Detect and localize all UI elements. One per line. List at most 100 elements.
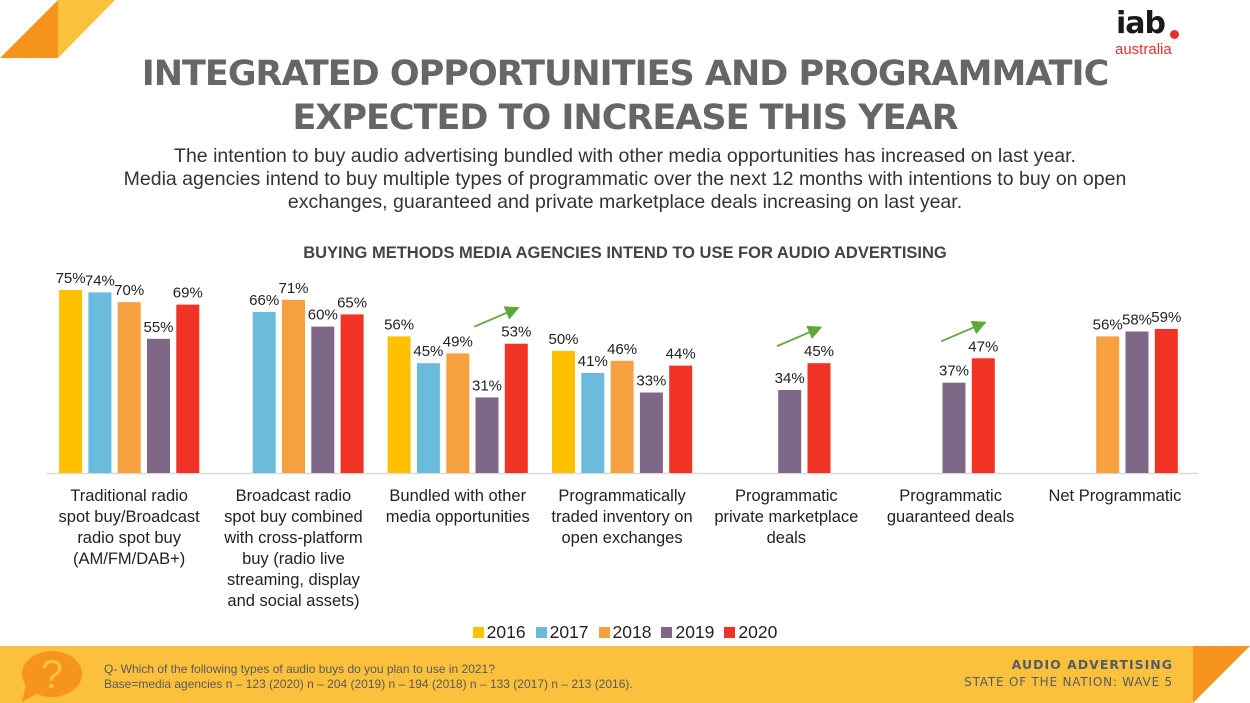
legend-item-2020: 2020	[724, 622, 777, 643]
bar-2018-cat-0	[117, 302, 141, 473]
legend-item-2018: 2018	[598, 622, 651, 643]
data-label-2017-cat-2: 45%	[413, 343, 443, 360]
bar-2019-cat-1	[311, 326, 335, 473]
trend-arrow-up-icon	[473, 306, 520, 328]
data-label-2016-cat-0: 75%	[56, 270, 86, 287]
bar-2020-cat-1	[340, 314, 364, 473]
data-label-2017-cat-3: 41%	[578, 353, 608, 370]
logo-region: australia	[1115, 41, 1172, 58]
survey-question: Q- Which of the following types of audio…	[104, 662, 495, 676]
data-label-2020-cat-3: 44%	[666, 346, 696, 363]
footnote: Q- Which of the following types of audio…	[104, 662, 633, 692]
data-label-2020-cat-0: 69%	[173, 285, 203, 302]
report-title: AUDIO ADVERTISING	[1011, 657, 1173, 672]
bar-2018-cat-3	[610, 360, 634, 473]
page-subtitle: The intention to buy audio advertising b…	[60, 145, 1190, 214]
data-label-2019-cat-3: 33%	[636, 373, 666, 390]
subtitle-line-2: Media agencies intend to buy multiple ty…	[123, 168, 1127, 190]
footer-band	[0, 646, 1200, 703]
data-label-2016-cat-2: 56%	[384, 316, 414, 333]
page-title-line-2: EXPECTED TO INCREASE THIS YEAR	[292, 98, 958, 138]
bar-2020-cat-0	[176, 304, 200, 473]
category-label-line: open exchanges	[561, 529, 683, 547]
trend-arrow-up-icon	[940, 320, 987, 343]
bar-2019-cat-0	[147, 338, 170, 473]
data-label-2017-cat-1: 66%	[249, 292, 279, 309]
bar-2017-cat-2	[416, 363, 440, 473]
data-label-2020-cat-5: 47%	[968, 338, 998, 355]
report-branding: AUDIO ADVERTISING STATE OF THE NATION: W…	[964, 657, 1173, 689]
category-label-line: Programmatic	[899, 487, 1002, 505]
data-label-2019-cat-5: 37%	[939, 363, 969, 380]
data-label-2020-cat-6: 59%	[1151, 309, 1181, 326]
category-label-3: Programmatically traded inventory on open …	[537, 486, 707, 549]
data-label-2019-cat-6: 58%	[1122, 312, 1152, 329]
category-label-1: Broadcast radio spot buy combined with cro…	[208, 486, 378, 612]
category-label-line: traded inventory on	[551, 508, 693, 526]
category-label-line: buy (radio live	[242, 550, 345, 568]
legend-item-2019: 2019	[661, 622, 714, 643]
category-label-line: Traditional radio	[70, 487, 188, 505]
data-label-2018-cat-6: 56%	[1093, 316, 1123, 333]
data-label-2019-cat-0: 55%	[143, 319, 173, 336]
category-label-line: Net Programmatic	[1048, 487, 1182, 505]
legend-swatch	[535, 627, 547, 638]
data-label-2018-cat-3: 46%	[607, 341, 637, 358]
data-label-2019-cat-4: 34%	[775, 370, 805, 387]
bar-2020-cat-6	[1154, 329, 1178, 473]
data-label-2020-cat-4: 45%	[804, 343, 834, 360]
legend-swatch	[661, 627, 673, 638]
category-label-line: radio spot buy	[77, 529, 181, 547]
category-label-line: Programmatic	[734, 487, 838, 505]
data-label-2017-cat-0: 74%	[85, 272, 115, 289]
category-label-line: Broadcast radio	[235, 487, 352, 505]
bar-2019-cat-6	[1125, 331, 1149, 473]
category-label-2: Bundled with other media opportunities	[373, 486, 543, 528]
bar-2019-cat-4	[778, 390, 802, 473]
report-subtitle: STATE OF THE NATION: WAVE 5	[964, 675, 1173, 689]
data-label-2020-cat-1: 65%	[337, 294, 367, 311]
logo-dot	[1170, 30, 1179, 39]
corner-decoration	[0, 0, 115, 58]
legend-item-2016: 2016	[472, 622, 526, 643]
category-label-line: Bundled with other	[389, 487, 527, 505]
page-title: INTEGRATED OPPORTUNITIES AND PROGRAMMATI…	[0, 52, 1250, 140]
bar-2018-cat-2	[446, 353, 470, 473]
category-label-6: Net Programmatic	[1030, 486, 1200, 507]
bar-2018-cat-1	[282, 299, 305, 473]
bar-2019-cat-2	[475, 397, 499, 473]
subtitle-line-3: exchanges, guaranteed and private market…	[287, 191, 963, 213]
category-label-line: streaming, display	[226, 571, 360, 589]
data-label-2018-cat-2: 49%	[443, 333, 473, 350]
category-label-4: Programmatic private marketplace deals	[701, 486, 871, 549]
legend-label: 2017	[549, 622, 589, 642]
legend-swatch	[724, 627, 736, 638]
footer-corner-decoration	[1193, 646, 1250, 703]
legend-item-2017: 2017	[535, 622, 589, 643]
chart-title: BUYING METHODS MEDIA AGENCIES INTEND TO …	[303, 244, 947, 262]
trend-arrow-up-icon	[776, 325, 823, 348]
legend-swatch	[598, 627, 610, 638]
bar-2016-cat-0	[59, 290, 83, 473]
bar-2019-cat-3	[639, 392, 663, 473]
subtitle-line-1: The intention to buy audio advertising b…	[174, 145, 1076, 167]
data-label-2018-cat-1: 71%	[278, 280, 308, 297]
bar-2018-cat-6	[1096, 336, 1120, 473]
data-label-2020-cat-2: 53%	[501, 324, 531, 341]
logo-brand: iab	[1116, 6, 1166, 41]
sample-base: Base=media agencies n – 123 (2020) n – 2…	[104, 677, 633, 691]
category-label-line: Programmatically	[558, 487, 686, 505]
bar-2016-cat-3	[552, 351, 575, 473]
bar-2020-cat-3	[669, 365, 693, 473]
legend-label: 2020	[738, 622, 778, 642]
data-label-2016-cat-3: 50%	[548, 331, 578, 348]
legend-swatch	[472, 627, 484, 638]
category-label-line: (AM/FM/DAB+)	[72, 550, 186, 568]
category-label-line: private marketplace	[714, 508, 859, 526]
bar-2017-cat-3	[581, 373, 605, 473]
bar-2020-cat-2	[504, 343, 528, 473]
bar-2019-cat-5	[942, 382, 966, 473]
category-label-line: media opportunities	[385, 508, 530, 526]
bar-2017-cat-0	[88, 292, 112, 473]
